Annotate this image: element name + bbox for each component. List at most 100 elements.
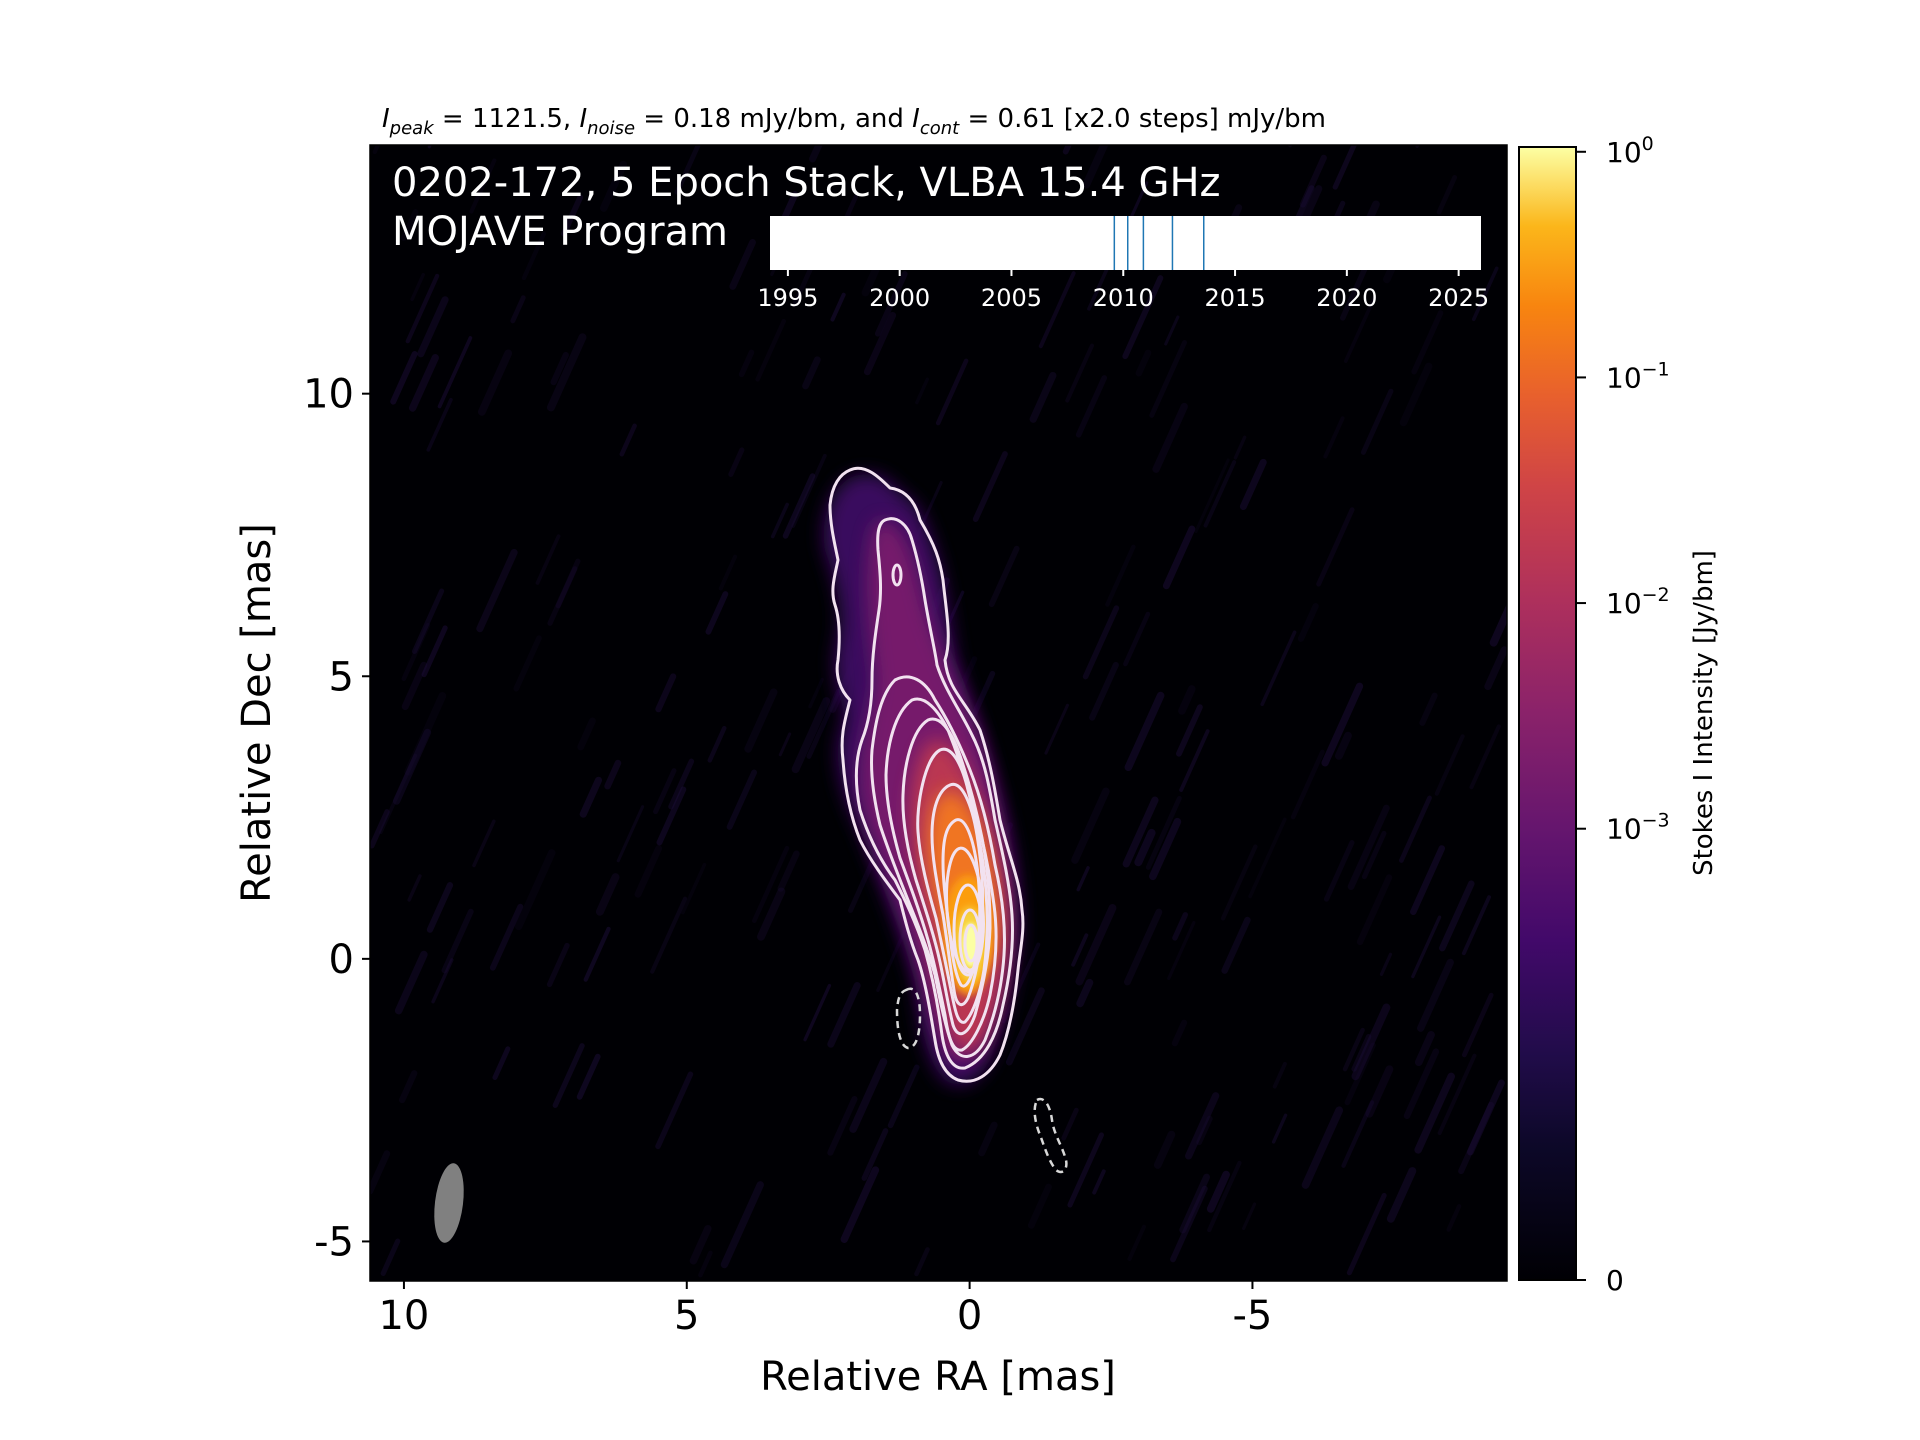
contour-level-5 [901, 717, 992, 1036]
noise-streak [399, 1070, 418, 1104]
noise-streak [861, 1128, 889, 1181]
noise-streak [577, 717, 596, 751]
noise-streak [514, 849, 556, 931]
y-tick-label: 5 [329, 654, 354, 700]
noise-streak [1399, 362, 1433, 427]
contour-level-3 [870, 675, 1007, 1058]
timeline-tick-label: 1995 [757, 284, 818, 312]
noise-streak [392, 728, 432, 805]
noise-streak [401, 661, 428, 711]
noise-streak [1403, 1048, 1440, 1120]
noise-streak [1239, 458, 1267, 510]
timeline-tick-label: 2015 [1205, 284, 1266, 312]
noise-streak [791, 697, 831, 774]
colorbar-tick-label: 0 [1606, 1264, 1624, 1297]
noise-streak [604, 759, 622, 790]
noise-streak [1356, 874, 1393, 946]
noise-streak [431, 958, 454, 1004]
noise-streak [1411, 310, 1444, 375]
noise-streak [1461, 895, 1492, 956]
noise-streak [1149, 340, 1187, 418]
subtitle: Ipeak = 1121.5, Inoise = 0.18 mJy/bm, an… [382, 104, 1326, 139]
noise-streak [583, 926, 611, 982]
noise-streak [1071, 933, 1089, 967]
noise-streak [472, 819, 496, 868]
noise-streak [1446, 1204, 1462, 1232]
noise-streak [1471, 266, 1499, 322]
noise-streak [1436, 175, 1458, 215]
colorbar-tick-label: 10−1 [1606, 358, 1670, 394]
noise-streak [1082, 605, 1120, 680]
noise-streak [1342, 1027, 1365, 1072]
noise-streak [477, 349, 513, 416]
noise-streak [803, 983, 832, 1042]
noise-streak [401, 622, 431, 682]
timeline-ticks: 1995 2000 2005 2010 2015 2020 2025 [757, 270, 1489, 312]
noise-streak [1344, 1042, 1376, 1106]
timeline-tick-label: 2000 [869, 284, 930, 312]
noise-streak [1260, 630, 1297, 707]
noise-streak [1076, 978, 1094, 1008]
timeline-tick-label: 2020 [1316, 284, 1377, 312]
noise-streak [1321, 682, 1364, 767]
noise-streak [634, 845, 663, 898]
noise-streak [411, 588, 445, 654]
noise-streak [849, 1057, 888, 1133]
noise-streak [1248, 817, 1287, 899]
noise-streak [1437, 1053, 1477, 1136]
noise-streak [394, 950, 428, 1015]
noise-streak [426, 882, 454, 933]
noise-streak [1434, 734, 1465, 796]
colorbar-tick-label: 100 [1606, 133, 1654, 169]
noise-streak [1221, 916, 1251, 974]
noise-streak [1124, 691, 1165, 772]
noise-streak [1242, 1202, 1257, 1231]
noise-streak [1469, 724, 1501, 790]
noise-streak [476, 548, 518, 633]
noise-streak [1323, 840, 1355, 902]
y-axis-label: Relative Dec [mas] [234, 523, 280, 903]
noise-streak [1343, 296, 1376, 363]
noise-streak [546, 333, 587, 412]
x-axis-label: Relative RA [mas] [760, 1354, 1116, 1400]
noise-streak [390, 351, 418, 405]
noise-streak [1290, 749, 1325, 820]
noise-streak [417, 296, 449, 358]
noise-streak [1065, 343, 1095, 403]
noise-streak [513, 635, 542, 692]
noise-streak [1149, 817, 1182, 881]
timeline-tick-label: 2005 [981, 284, 1042, 312]
plot-title-line1: 0202-172, 5 Epoch Stack, VLBA 15.4 GHz [392, 160, 1221, 206]
noise-streak [579, 776, 603, 818]
noise-streak [827, 982, 861, 1048]
noise-streak [1411, 915, 1442, 979]
noise-streak [1341, 1100, 1375, 1168]
noise-streak [1439, 880, 1475, 952]
noise-streak [863, 311, 897, 376]
noise-streak [370, 1150, 391, 1195]
noise-streak [656, 786, 687, 846]
noise-streak [492, 1046, 511, 1081]
noise-streak [1123, 611, 1151, 667]
colorbar-frame [1518, 146, 1577, 1281]
colorbar-fill [1519, 147, 1576, 1280]
noise-streak [770, 502, 789, 539]
noise-streak [1001, 942, 1041, 1024]
noise-streak [755, 318, 787, 382]
noise-streak [441, 908, 474, 974]
noise-streak [650, 896, 688, 974]
noise-streak [1207, 1160, 1242, 1233]
noise-streak [1351, 1033, 1372, 1072]
noise-streak [738, 349, 755, 378]
noise-streak [988, 545, 1020, 608]
noise-streak [681, 862, 707, 915]
noise-streak [1346, 1192, 1387, 1276]
y-tick-label: -5 [314, 1219, 354, 1265]
noise-streak [1419, 692, 1438, 726]
noise-streak [707, 725, 727, 763]
timeline-tick-label: 2010 [1093, 284, 1154, 312]
noise-streak [1105, 544, 1136, 607]
noise-streak [404, 692, 447, 776]
noise-streak [698, 1250, 713, 1278]
negative-contour-1 [895, 987, 922, 1050]
